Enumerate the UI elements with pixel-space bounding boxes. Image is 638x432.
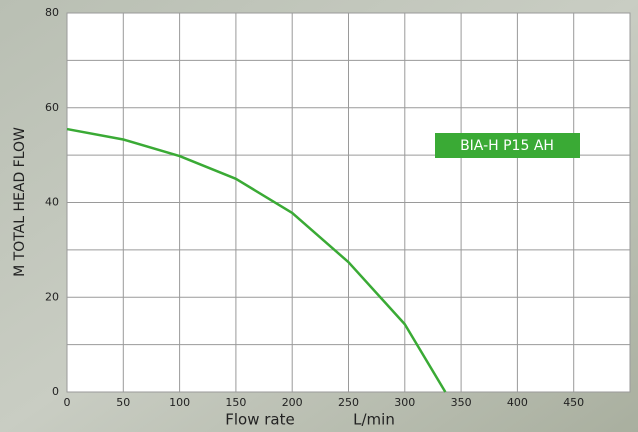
x-tick-label: 200 [282,396,303,409]
x-tick-label: 150 [225,396,246,409]
x-tick-label: 50 [116,396,130,409]
annotation-text: BIA-H P15 AH [460,138,554,154]
x-tick-label: 250 [338,396,359,409]
y-tick-label: 80 [45,6,59,19]
curve [66,127,447,393]
y-tick-label: 40 [45,196,59,209]
annotation-box [435,133,580,158]
x-tick-label: 350 [451,396,472,409]
plot-border [66,12,631,393]
x-axis-unit: L/min [353,411,395,429]
x-tick-label: 400 [507,396,528,409]
y-tick-label: 20 [45,290,59,303]
x-tick-label: 0 [64,396,71,409]
x-axis-label: Flow rate [225,411,294,429]
y-axis-label: M TOTAL HEAD FLOW [12,127,28,277]
x-tick-label: 100 [169,396,190,409]
y-tick-label: 0 [52,385,59,398]
y-tick-label: 60 [45,101,59,114]
x-tick-label: 300 [394,396,415,409]
x-tick-label: 450 [563,396,584,409]
